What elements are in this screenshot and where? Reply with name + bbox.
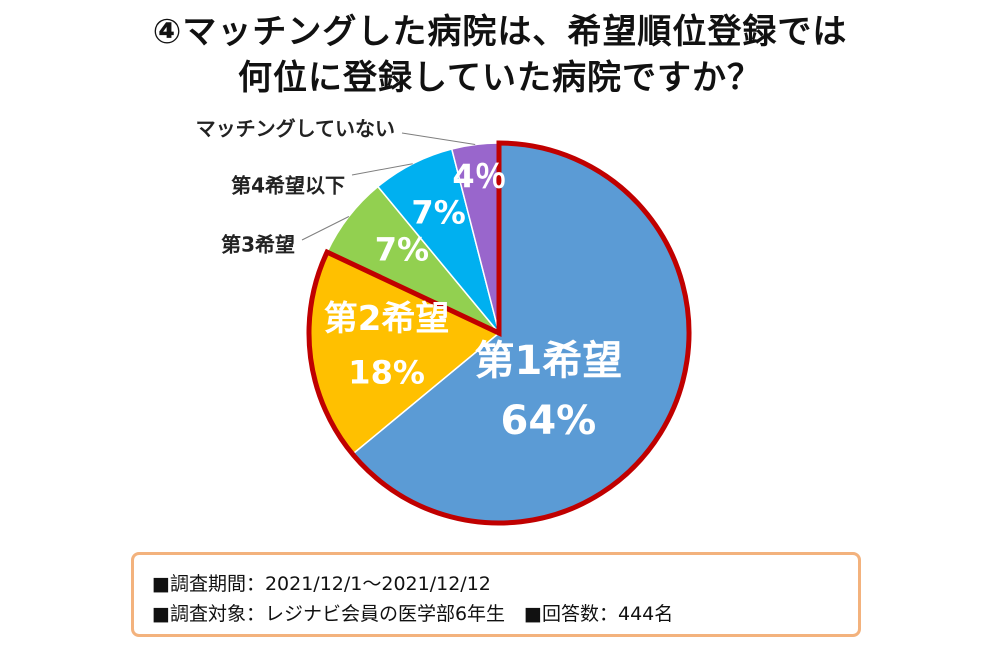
- slice-name-4: 第4希望以下: [231, 174, 345, 198]
- leader-line-3: [301, 216, 350, 241]
- survey-period: ■調査期間：2021/12/1〜2021/12/12: [152, 573, 491, 595]
- slice-name-3: 第3希望: [221, 233, 295, 257]
- slice-label-1-2: 64%: [501, 398, 597, 444]
- leader-line-5: [401, 132, 476, 145]
- chart-title-line2: 何位に登録していた病院ですか？: [238, 58, 762, 98]
- highlight-border: [306, 140, 692, 526]
- slice-label-4-1: 7%: [411, 194, 465, 232]
- slice-label-2-2: 18%: [348, 354, 425, 392]
- slice-label-2-1: 第2希望: [324, 299, 450, 339]
- chart-title-line1: ④マッチングした病院は、希望順位登録では: [152, 12, 848, 52]
- survey-target: ■調査対象：レジナビ会員の医学部6年生 ■回答数：444名: [152, 603, 674, 625]
- slice-label-5-1: 4％: [452, 157, 506, 195]
- survey-note-box: ■調査期間：2021/12/1〜2021/12/12 ■調査対象：レジナビ会員の…: [131, 552, 861, 637]
- leader-line-4: [351, 163, 413, 176]
- slice-label-3-1: 7%: [375, 231, 429, 269]
- slice-label-1-1: 第1希望: [474, 338, 622, 384]
- slice-name-5: マッチングしていない: [196, 117, 395, 141]
